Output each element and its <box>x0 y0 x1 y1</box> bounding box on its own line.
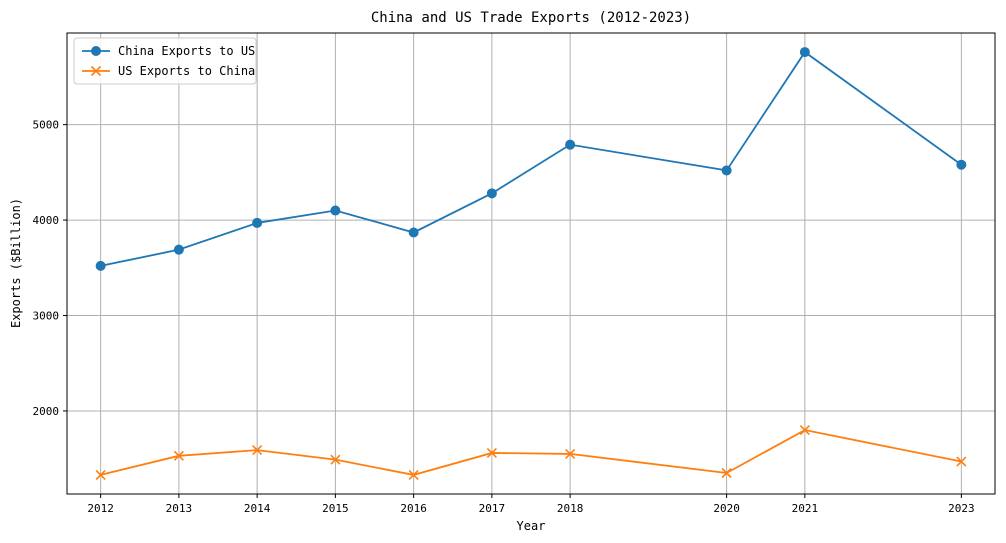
x-tick-label: 2015 <box>322 502 349 515</box>
x-axis-ticks: 2012 2013 2014 2015 2016 2017 2018 2020 2021 2023 <box>87 494 975 515</box>
legend-box <box>73 37 257 85</box>
data-point-china-exports-to-us <box>95 260 106 271</box>
x-tick-label: 2021 <box>792 502 819 515</box>
data-point-china-exports-to-us <box>956 159 967 170</box>
data-point-us-exports-to-china <box>565 448 576 459</box>
data-point-china-exports-to-us <box>486 188 497 199</box>
grid <box>67 33 995 494</box>
legend-item-us-exports-to-china: US Exports to China <box>82 64 255 78</box>
chart-title: China and US Trade Exports (2012-2023) <box>371 10 691 26</box>
y-tick-label: 2000 <box>33 405 60 418</box>
legend-label-us-exports-to-china: US Exports to China <box>118 64 255 78</box>
data-point-us-exports-to-china-stroke <box>330 454 341 465</box>
y-axis-ticks: 2000 3000 4000 5000 <box>33 119 67 418</box>
data-point-us-exports-to-china <box>95 469 106 480</box>
x-tick-label: 2017 <box>479 502 506 515</box>
legend-item-china-exports-to-us: China Exports to US <box>82 44 255 58</box>
data-point-us-exports-to-china <box>408 469 419 480</box>
x-tick-label: 2014 <box>244 502 271 515</box>
legend-marker-us-exports-to-china-stroke <box>90 65 102 77</box>
series-china-exports-to-us <box>95 47 967 271</box>
x-tick-label: 2016 <box>400 502 427 515</box>
data-point-china-exports-to-us <box>721 165 732 176</box>
data-point-china-exports-to-us <box>408 227 419 238</box>
data-point-us-exports-to-china <box>486 447 497 459</box>
y-axis-label: Exports ($Billion) <box>9 198 23 328</box>
data-point-us-exports-to-china <box>956 456 967 467</box>
data-point-us-exports-to-china-stroke <box>173 450 184 461</box>
data-point-us-exports-to-china <box>721 467 732 479</box>
data-point-china-exports-to-us <box>799 47 810 58</box>
data-point-us-exports-to-china <box>799 424 810 436</box>
x-tick-label: 2018 <box>557 502 584 515</box>
data-point-us-exports-to-china-stroke <box>956 456 967 467</box>
data-point-us-exports-to-china-stroke <box>799 424 810 436</box>
data-point-china-exports-to-us <box>565 139 576 150</box>
legend-label-china-exports-to-us: China Exports to US <box>118 44 255 58</box>
data-point-us-exports-to-china <box>252 445 263 456</box>
x-tick-label: 2013 <box>166 502 193 515</box>
x-tick-label: 2023 <box>948 502 975 515</box>
legend-marker-china-exports-to-us <box>91 46 101 56</box>
legend: China Exports to US US Exports to China <box>73 37 257 85</box>
data-point-us-exports-to-china <box>330 454 341 465</box>
data-point-us-exports-to-china-stroke <box>252 445 263 456</box>
series-layer <box>95 47 967 480</box>
y-tick-label: 3000 <box>33 310 60 323</box>
x-tick-label: 2012 <box>87 502 114 515</box>
data-point-us-exports-to-china-stroke <box>95 469 106 480</box>
data-point-us-exports-to-china <box>173 450 184 461</box>
legend-marker-us-exports-to-china <box>90 65 102 77</box>
series-line-us-exports-to-china <box>100 429 962 476</box>
data-point-us-exports-to-china-stroke <box>565 448 576 459</box>
y-tick-label: 5000 <box>33 119 60 132</box>
data-point-us-exports-to-china-stroke <box>408 469 419 480</box>
plot-frame <box>66 32 996 495</box>
data-point-china-exports-to-us <box>173 244 184 255</box>
data-point-china-exports-to-us <box>330 205 341 216</box>
data-point-us-exports-to-china-stroke <box>486 447 497 459</box>
series-line-china-exports-to-us <box>100 50 962 267</box>
data-point-us-exports-to-china-stroke <box>721 467 732 479</box>
x-tick-label: 2020 <box>713 502 740 515</box>
data-point-china-exports-to-us <box>252 217 263 228</box>
x-axis-label: Year <box>517 519 546 533</box>
y-tick-label: 4000 <box>33 214 60 227</box>
series-us-exports-to-china <box>95 424 967 480</box>
